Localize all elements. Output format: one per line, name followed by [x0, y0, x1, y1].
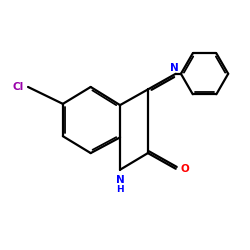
Text: H: H [116, 185, 124, 194]
Text: O: O [180, 164, 189, 174]
Text: N: N [116, 175, 124, 185]
Text: Cl: Cl [12, 82, 24, 92]
Text: N: N [170, 63, 179, 73]
